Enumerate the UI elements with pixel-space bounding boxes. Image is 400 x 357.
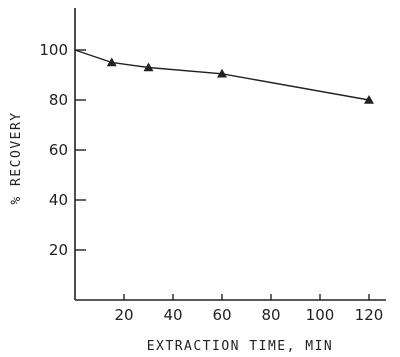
x-tick-label: 60 bbox=[212, 306, 231, 324]
y-tick-label: 40 bbox=[49, 191, 68, 209]
data-point-marker bbox=[143, 62, 154, 72]
x-tick-label: 20 bbox=[114, 306, 133, 324]
data-point-marker bbox=[217, 68, 227, 78]
x-ticks: 20 40 60 80 100 120 bbox=[114, 294, 383, 324]
y-ticks: 20 40 60 80 100 bbox=[39, 41, 86, 259]
x-axis-title: EXTRACTION TIME, MIN bbox=[147, 339, 334, 354]
data-point-marker bbox=[364, 95, 374, 104]
y-tick-label: 60 bbox=[49, 141, 68, 159]
y-tick-label: 20 bbox=[49, 241, 68, 259]
x-tick-label: 120 bbox=[355, 306, 384, 324]
x-tick-label: 100 bbox=[306, 306, 335, 324]
y-axis-title: % RECOVERY bbox=[9, 111, 24, 204]
y-tick-label: 80 bbox=[49, 91, 68, 109]
x-tick-label: 80 bbox=[261, 306, 280, 324]
data-point-marker bbox=[106, 57, 117, 67]
markers bbox=[106, 57, 374, 104]
x-tick-label: 40 bbox=[163, 306, 182, 324]
axes bbox=[74, 8, 386, 301]
y-tick-label: 100 bbox=[39, 41, 68, 59]
